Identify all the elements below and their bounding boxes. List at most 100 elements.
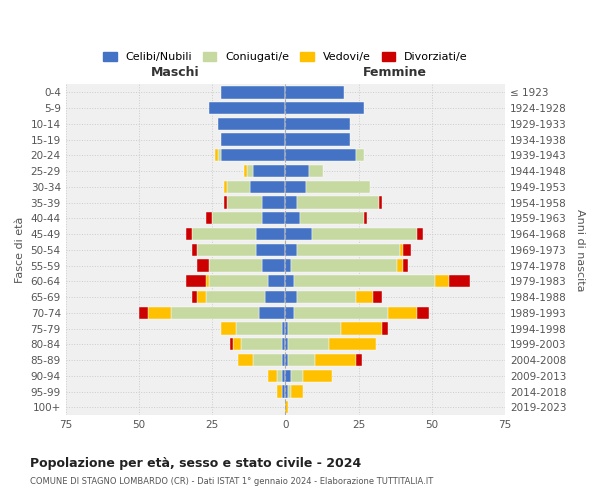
Bar xyxy=(259,306,286,319)
Bar xyxy=(241,338,283,350)
Bar xyxy=(403,260,409,272)
Bar xyxy=(341,322,382,334)
Bar xyxy=(286,370,291,382)
Bar xyxy=(288,386,291,398)
Bar xyxy=(288,322,341,334)
Bar xyxy=(286,180,306,193)
Bar xyxy=(303,370,332,382)
Bar xyxy=(300,212,364,224)
Bar xyxy=(277,370,283,382)
Bar xyxy=(417,228,423,240)
Bar xyxy=(286,228,312,240)
Bar xyxy=(250,180,286,193)
Bar xyxy=(382,322,388,334)
Bar xyxy=(206,291,265,303)
Bar xyxy=(215,149,218,162)
Bar xyxy=(221,322,236,334)
Bar xyxy=(218,118,286,130)
Bar xyxy=(283,338,286,350)
Bar xyxy=(288,354,314,366)
Bar xyxy=(256,244,286,256)
Bar xyxy=(373,291,382,303)
Bar xyxy=(286,260,291,272)
Text: COMUNE DI STAGNO LOMBARDO (CR) - Dati ISTAT 1° gennaio 2024 - Elaborazione TUTTI: COMUNE DI STAGNO LOMBARDO (CR) - Dati IS… xyxy=(30,478,433,486)
Bar xyxy=(314,354,356,366)
Bar xyxy=(262,260,286,272)
Bar xyxy=(286,291,297,303)
Bar xyxy=(286,134,350,145)
Bar xyxy=(417,306,429,319)
Bar xyxy=(283,370,286,382)
Bar xyxy=(286,386,288,398)
Bar xyxy=(286,322,288,334)
Bar xyxy=(403,244,412,256)
Bar xyxy=(286,165,309,177)
Bar xyxy=(224,196,227,208)
Bar xyxy=(356,149,364,162)
Bar xyxy=(435,275,449,287)
Bar xyxy=(286,212,300,224)
Bar xyxy=(388,306,417,319)
Bar xyxy=(224,180,227,193)
Bar xyxy=(268,275,286,287)
Bar xyxy=(186,228,191,240)
Bar xyxy=(236,322,283,334)
Bar xyxy=(449,275,470,287)
Bar xyxy=(268,370,277,382)
Bar xyxy=(227,180,250,193)
Bar xyxy=(306,180,370,193)
Text: Femmine: Femmine xyxy=(363,66,427,79)
Bar xyxy=(309,165,323,177)
Bar xyxy=(256,228,286,240)
Text: Popolazione per età, sesso e stato civile - 2024: Popolazione per età, sesso e stato civil… xyxy=(30,458,361,470)
Bar xyxy=(262,196,286,208)
Bar xyxy=(253,165,286,177)
Bar xyxy=(171,306,259,319)
Bar xyxy=(206,212,212,224)
Bar xyxy=(294,275,435,287)
Bar xyxy=(233,338,241,350)
Bar xyxy=(221,149,286,162)
Bar xyxy=(283,322,286,334)
Bar xyxy=(283,354,286,366)
Bar xyxy=(244,165,247,177)
Bar xyxy=(286,102,364,115)
Bar xyxy=(312,228,417,240)
Bar xyxy=(209,275,268,287)
Bar xyxy=(286,149,356,162)
Bar xyxy=(297,196,379,208)
Bar xyxy=(291,386,303,398)
Bar xyxy=(212,212,262,224)
Bar xyxy=(297,291,356,303)
Bar xyxy=(277,386,283,398)
Bar xyxy=(218,149,221,162)
Bar xyxy=(227,196,262,208)
Bar xyxy=(206,275,209,287)
Bar xyxy=(286,306,294,319)
Bar xyxy=(286,338,288,350)
Bar xyxy=(286,401,288,413)
Bar xyxy=(247,165,253,177)
Bar xyxy=(238,354,253,366)
Bar xyxy=(286,275,294,287)
Bar xyxy=(197,244,256,256)
Bar xyxy=(379,196,382,208)
Bar xyxy=(265,291,286,303)
Bar xyxy=(356,354,362,366)
Bar xyxy=(209,260,262,272)
Bar xyxy=(294,306,388,319)
Bar xyxy=(283,386,286,398)
Legend: Celibi/Nubili, Coniugati/e, Vedovi/e, Divorziati/e: Celibi/Nubili, Coniugati/e, Vedovi/e, Di… xyxy=(99,47,472,66)
Y-axis label: Fasce di età: Fasce di età xyxy=(15,216,25,283)
Bar xyxy=(397,260,403,272)
Bar xyxy=(286,354,288,366)
Text: Maschi: Maschi xyxy=(151,66,200,79)
Bar xyxy=(286,244,297,256)
Bar xyxy=(148,306,171,319)
Bar xyxy=(291,260,397,272)
Bar xyxy=(186,275,206,287)
Bar xyxy=(221,134,286,145)
Bar xyxy=(191,228,256,240)
Bar xyxy=(230,338,233,350)
Bar xyxy=(400,244,403,256)
